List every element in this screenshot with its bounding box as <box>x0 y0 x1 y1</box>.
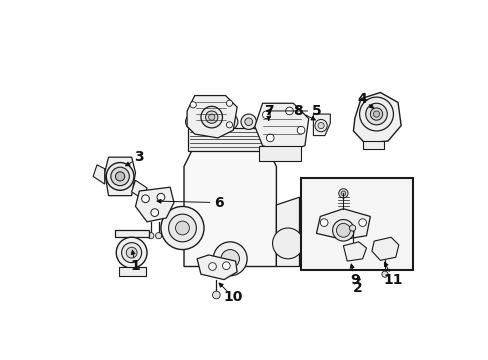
Text: 1: 1 <box>130 260 140 274</box>
Polygon shape <box>187 95 237 138</box>
Circle shape <box>208 114 214 120</box>
Polygon shape <box>104 157 135 195</box>
Polygon shape <box>258 145 301 161</box>
Polygon shape <box>183 151 276 266</box>
Circle shape <box>106 163 134 190</box>
Circle shape <box>285 107 293 115</box>
Circle shape <box>349 225 355 231</box>
Circle shape <box>155 233 162 239</box>
Circle shape <box>147 233 154 239</box>
Polygon shape <box>187 128 272 151</box>
Circle shape <box>222 114 238 130</box>
Text: 8: 8 <box>292 104 302 118</box>
Circle shape <box>142 195 149 203</box>
Polygon shape <box>115 230 149 237</box>
Circle shape <box>244 118 252 126</box>
Circle shape <box>189 118 197 126</box>
Circle shape <box>161 206 203 249</box>
Polygon shape <box>362 141 384 149</box>
Polygon shape <box>371 237 398 260</box>
Circle shape <box>317 122 324 129</box>
Text: 11: 11 <box>383 273 403 287</box>
Polygon shape <box>313 114 329 136</box>
Circle shape <box>221 249 239 268</box>
Polygon shape <box>343 242 366 261</box>
Circle shape <box>168 214 196 242</box>
Circle shape <box>241 114 256 130</box>
Bar <box>301 178 412 270</box>
Text: 9: 9 <box>349 273 359 287</box>
Polygon shape <box>135 187 174 222</box>
Circle shape <box>212 291 220 299</box>
Text: 7: 7 <box>264 104 273 118</box>
Circle shape <box>297 126 305 134</box>
Circle shape <box>185 114 201 130</box>
Polygon shape <box>353 93 400 143</box>
Circle shape <box>381 271 387 277</box>
Circle shape <box>359 97 393 131</box>
Circle shape <box>314 120 326 132</box>
Circle shape <box>262 111 270 119</box>
Circle shape <box>122 243 142 263</box>
Circle shape <box>226 118 234 126</box>
Circle shape <box>266 134 274 142</box>
Polygon shape <box>93 165 104 184</box>
Circle shape <box>207 118 215 126</box>
Circle shape <box>213 242 246 276</box>
Text: 3: 3 <box>134 150 144 164</box>
Circle shape <box>205 111 218 123</box>
Circle shape <box>373 111 379 117</box>
Circle shape <box>111 167 129 186</box>
Circle shape <box>338 189 347 198</box>
Circle shape <box>226 122 232 128</box>
Text: 4: 4 <box>357 92 367 105</box>
Circle shape <box>190 102 196 108</box>
Text: 5: 5 <box>311 104 321 118</box>
Circle shape <box>332 220 353 241</box>
Polygon shape <box>254 103 308 153</box>
Circle shape <box>336 223 349 237</box>
Polygon shape <box>276 197 299 266</box>
Circle shape <box>151 209 158 216</box>
Polygon shape <box>197 255 237 280</box>
Polygon shape <box>131 180 147 199</box>
Circle shape <box>126 247 137 258</box>
Circle shape <box>358 219 366 226</box>
Text: 6: 6 <box>213 195 223 210</box>
Circle shape <box>226 100 232 106</box>
Circle shape <box>341 191 345 195</box>
Polygon shape <box>316 209 369 239</box>
Circle shape <box>222 262 230 270</box>
Circle shape <box>272 228 303 259</box>
Circle shape <box>175 221 189 235</box>
Circle shape <box>203 114 219 130</box>
Text: 2: 2 <box>352 281 362 295</box>
Circle shape <box>116 237 147 268</box>
Circle shape <box>365 103 386 125</box>
Polygon shape <box>118 266 145 276</box>
Circle shape <box>157 193 164 201</box>
Circle shape <box>208 263 216 270</box>
Circle shape <box>320 219 327 226</box>
Circle shape <box>201 106 222 128</box>
Circle shape <box>115 172 124 181</box>
Circle shape <box>369 108 382 120</box>
Text: 10: 10 <box>223 290 243 304</box>
